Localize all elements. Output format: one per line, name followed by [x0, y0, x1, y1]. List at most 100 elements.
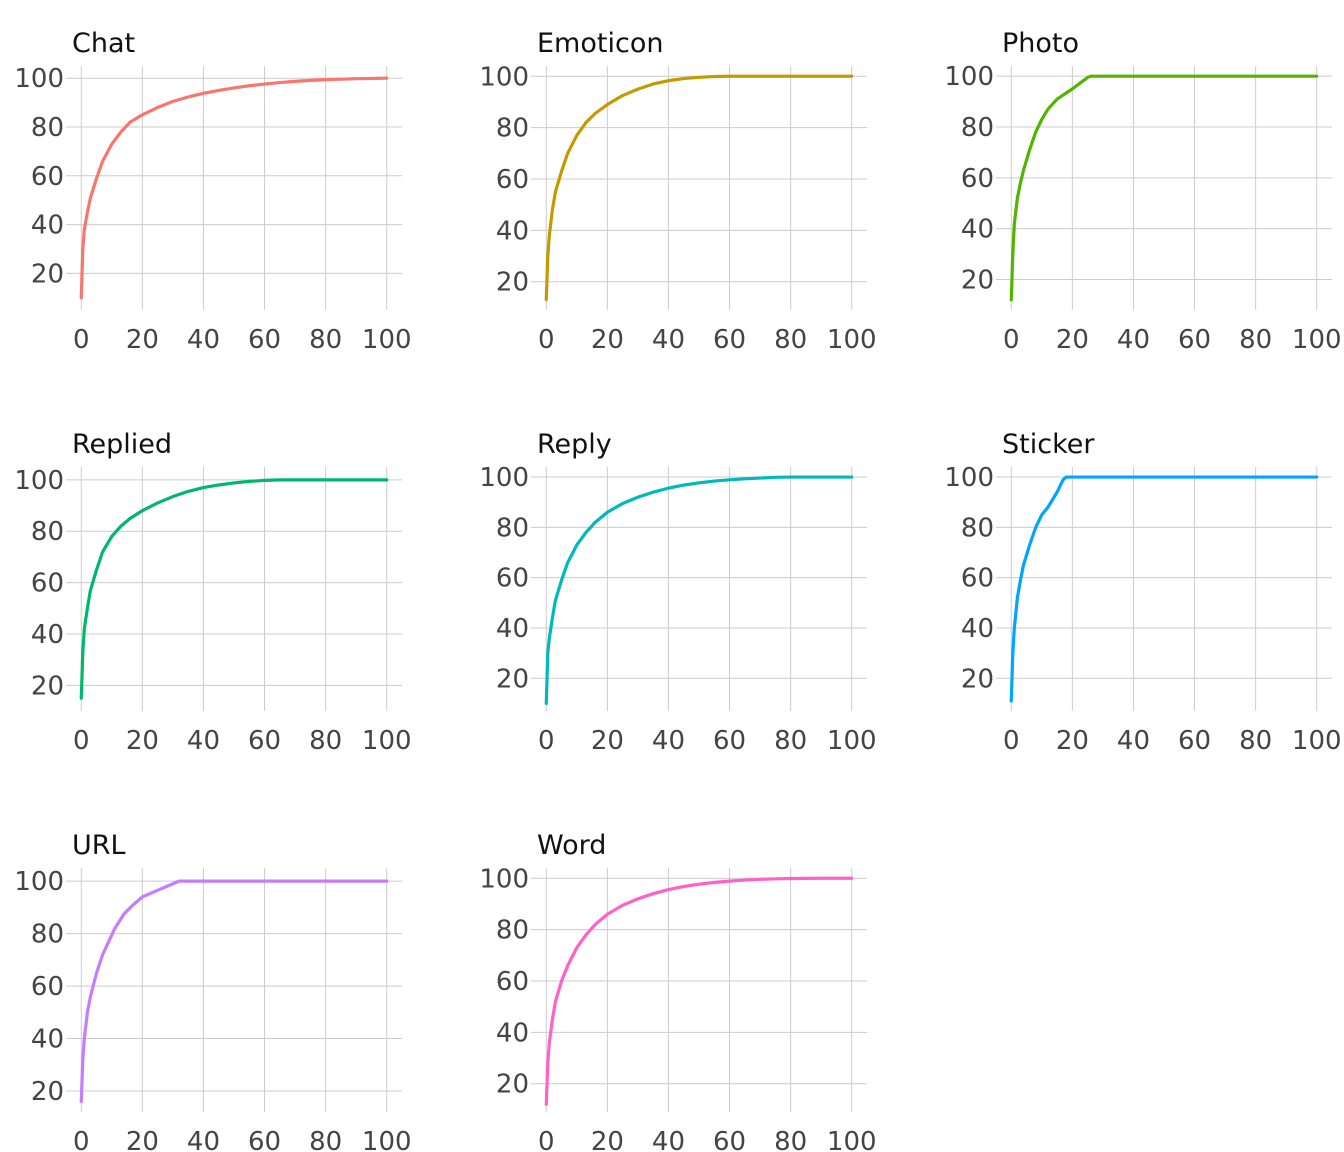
x-tick-label: 40 — [187, 1127, 220, 1152]
x-tick-label: 60 — [248, 726, 281, 756]
x-tick-label: 20 — [1056, 726, 1089, 756]
series-line-emoticon — [544, 74, 854, 302]
y-tick-label: 40 — [31, 620, 64, 650]
series-line-reply — [544, 475, 854, 706]
x-tick-label: 40 — [652, 726, 685, 756]
y-tick-label: 60 — [31, 162, 64, 192]
x-tick-label: 0 — [538, 1127, 555, 1152]
panel-sticker: Sticker 0 20 40 60 80 100 20 40 60 80 100 — [944, 429, 1341, 756]
x-tick-label: 80 — [309, 726, 342, 756]
y-tick-label: 100 — [479, 463, 529, 493]
x-tick-label: 0 — [73, 1127, 90, 1152]
series-line-url — [79, 879, 389, 1104]
x-tick-label: 20 — [126, 325, 159, 355]
x-tick-label: 20 — [591, 726, 624, 756]
panel-title: Word — [537, 830, 606, 861]
x-tick-label: 40 — [652, 1127, 685, 1152]
y-tick-label: 80 — [31, 113, 64, 143]
y-tick-label: 60 — [961, 164, 994, 194]
panel-chat: Chat 0 20 40 60 80 100 20 40 60 80 100 — [14, 28, 411, 355]
x-tick-label: 40 — [1117, 325, 1150, 355]
x-tick-label: 100 — [1292, 726, 1342, 756]
panel-title: Replied — [72, 429, 172, 460]
x-tick-label: 0 — [73, 325, 90, 355]
y-tick-label: 20 — [31, 1077, 64, 1107]
panel-replied: Replied 0 20 40 60 80 100 20 40 60 80 100 — [14, 429, 411, 756]
x-tick-label: 100 — [362, 1127, 412, 1152]
panel-word: Word 0 20 40 60 80 100 20 40 60 80 100 — [479, 830, 876, 1152]
series-line-sticker — [1009, 475, 1319, 703]
panel-title: Emoticon — [537, 28, 663, 59]
x-tick-label: 80 — [309, 1127, 342, 1152]
y-tick-label: 40 — [31, 211, 64, 241]
y-tick-label: 20 — [496, 1070, 529, 1100]
x-tick-label: 100 — [362, 325, 412, 355]
series-line-photo — [1009, 74, 1319, 302]
y-tick-label: 100 — [14, 466, 64, 496]
x-tick-label: 0 — [1003, 325, 1020, 355]
panel-reply: Reply 0 20 40 60 80 100 20 40 60 80 100 — [479, 429, 876, 756]
panel-title: Reply — [537, 429, 612, 460]
x-tick-label: 20 — [591, 325, 624, 355]
y-tick-label: 40 — [961, 215, 994, 245]
y-tick-label: 40 — [496, 216, 529, 246]
x-tick-label: 100 — [1292, 325, 1342, 355]
x-tick-label: 60 — [713, 1127, 746, 1152]
y-tick-label: 60 — [31, 569, 64, 599]
x-tick-label: 100 — [827, 1127, 877, 1152]
x-tick-label: 60 — [713, 726, 746, 756]
x-tick-label: 80 — [1239, 325, 1272, 355]
panel-title: Photo — [1002, 28, 1079, 59]
y-tick-label: 60 — [496, 165, 529, 195]
y-tick-label: 80 — [496, 114, 529, 144]
panel-title: URL — [72, 830, 126, 861]
x-tick-label: 80 — [309, 325, 342, 355]
x-tick-label: 0 — [1003, 726, 1020, 756]
y-tick-label: 60 — [31, 972, 64, 1002]
x-tick-label: 80 — [1239, 726, 1272, 756]
y-tick-label: 20 — [31, 259, 64, 289]
x-tick-label: 0 — [538, 325, 555, 355]
y-tick-label: 80 — [961, 513, 994, 543]
series-line-word — [544, 876, 854, 1106]
y-tick-label: 20 — [31, 671, 64, 701]
y-tick-label: 100 — [14, 64, 64, 94]
y-tick-label: 40 — [31, 1025, 64, 1055]
x-tick-label: 0 — [73, 726, 90, 756]
y-tick-label: 20 — [961, 266, 994, 296]
x-tick-label: 20 — [126, 1127, 159, 1152]
x-tick-label: 20 — [591, 1127, 624, 1152]
y-tick-label: 40 — [961, 614, 994, 644]
y-tick-label: 100 — [14, 867, 64, 897]
panel-photo: Photo 0 20 40 60 80 100 20 40 60 80 100 — [944, 28, 1341, 355]
y-tick-label: 80 — [31, 517, 64, 547]
panel-title: Chat — [72, 28, 135, 59]
panel-title: Sticker — [1002, 429, 1095, 460]
series-line-replied — [79, 478, 389, 700]
series-line-chat — [79, 76, 389, 300]
x-tick-label: 80 — [774, 726, 807, 756]
x-tick-label: 100 — [827, 726, 877, 756]
y-tick-label: 100 — [479, 62, 529, 92]
y-tick-label: 60 — [496, 564, 529, 594]
x-tick-label: 80 — [774, 1127, 807, 1152]
x-tick-label: 20 — [1056, 325, 1089, 355]
y-tick-label: 20 — [496, 664, 529, 694]
panel-emoticon: Emoticon 0 20 40 60 80 100 20 40 60 80 100 — [479, 28, 876, 355]
x-tick-label: 60 — [1178, 726, 1211, 756]
x-tick-label: 40 — [652, 325, 685, 355]
y-tick-label: 40 — [496, 1018, 529, 1048]
x-tick-label: 100 — [827, 325, 877, 355]
y-tick-label: 80 — [496, 916, 529, 946]
x-tick-label: 40 — [1117, 726, 1150, 756]
y-tick-label: 80 — [961, 113, 994, 143]
x-tick-label: 60 — [248, 325, 281, 355]
y-tick-label: 80 — [496, 513, 529, 543]
x-tick-label: 40 — [187, 726, 220, 756]
x-tick-label: 20 — [126, 726, 159, 756]
panel-url: URL 0 20 40 60 80 100 20 40 60 80 100 — [14, 830, 411, 1152]
y-tick-label: 20 — [496, 268, 529, 298]
y-tick-label: 100 — [944, 62, 994, 92]
x-tick-label: 100 — [362, 726, 412, 756]
